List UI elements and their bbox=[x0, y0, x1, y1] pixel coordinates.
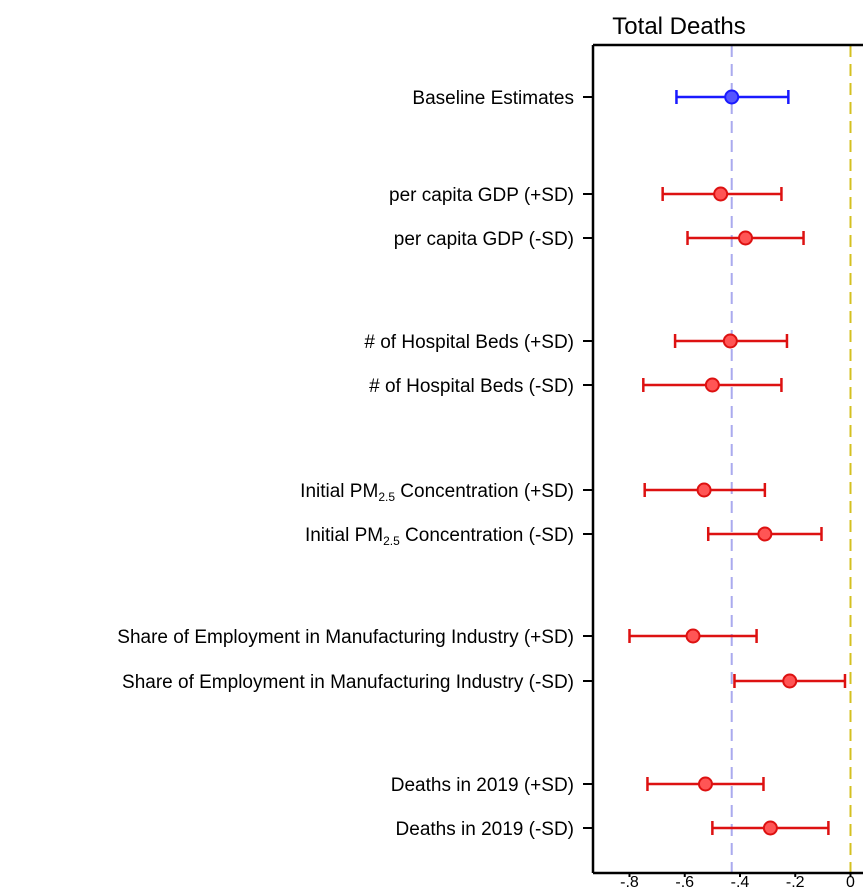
x-tick-label: -.4 bbox=[731, 874, 750, 890]
row-label: Deaths in 2019 (-SD) bbox=[396, 819, 574, 840]
x-axis-ticks: -.8 -.6 -.4 -.2 0 bbox=[620, 873, 855, 890]
row-label: Initial PM2.5 Concentration (+SD) bbox=[300, 481, 574, 504]
estimate-row: per capita GDP (+SD) bbox=[389, 185, 783, 206]
row-label: Deaths in 2019 (+SD) bbox=[391, 775, 574, 796]
row-label: Initial PM2.5 Concentration (-SD) bbox=[305, 525, 574, 548]
point-estimate bbox=[724, 89, 740, 105]
estimate-row: Baseline Estimates bbox=[412, 88, 790, 109]
point-estimate bbox=[713, 186, 729, 202]
x-tick-label: -.6 bbox=[675, 874, 694, 890]
point-estimate bbox=[704, 377, 720, 393]
point-estimate bbox=[722, 333, 738, 349]
point-estimate bbox=[696, 482, 712, 498]
row-label: Share of Employment in Manufacturing Ind… bbox=[122, 672, 574, 693]
estimate-row: Share of Employment in Manufacturing Ind… bbox=[122, 672, 847, 693]
estimate-rows: Baseline Estimates per capita GDP (+SD) pe… bbox=[117, 88, 847, 840]
point-estimate bbox=[738, 230, 754, 246]
point-estimate bbox=[757, 526, 773, 542]
row-label: Baseline Estimates bbox=[412, 88, 574, 109]
row-label: Share of Employment in Manufacturing Ind… bbox=[117, 627, 574, 648]
x-tick-label: 0 bbox=[846, 874, 855, 890]
row-label: # of Hospital Beds (-SD) bbox=[369, 376, 574, 397]
axes bbox=[591, 43, 863, 875]
x-tick-label: -.2 bbox=[786, 874, 805, 890]
row-label: per capita GDP (+SD) bbox=[389, 185, 574, 206]
row-label: # of Hospital Beds (+SD) bbox=[364, 332, 574, 353]
point-estimate bbox=[697, 776, 713, 792]
point-estimate bbox=[782, 673, 798, 689]
estimate-row: Deaths in 2019 (-SD) bbox=[396, 819, 830, 840]
estimate-row: Initial PM2.5 Concentration (-SD) bbox=[305, 525, 823, 548]
estimate-row: Share of Employment in Manufacturing Ind… bbox=[117, 627, 758, 648]
point-estimate bbox=[685, 628, 701, 644]
chart-title: Total Deaths bbox=[612, 13, 745, 40]
estimate-row: Initial PM2.5 Concentration (+SD) bbox=[300, 481, 767, 504]
reference-lines bbox=[730, 45, 852, 873]
x-tick-label: -.8 bbox=[620, 874, 639, 890]
point-estimate bbox=[762, 820, 778, 836]
row-label: per capita GDP (-SD) bbox=[394, 229, 574, 250]
estimate-row: # of Hospital Beds (+SD) bbox=[364, 332, 789, 353]
estimate-row: Deaths in 2019 (+SD) bbox=[391, 775, 765, 796]
estimate-row: # of Hospital Beds (-SD) bbox=[369, 376, 783, 397]
estimate-row: per capita GDP (-SD) bbox=[394, 229, 805, 250]
